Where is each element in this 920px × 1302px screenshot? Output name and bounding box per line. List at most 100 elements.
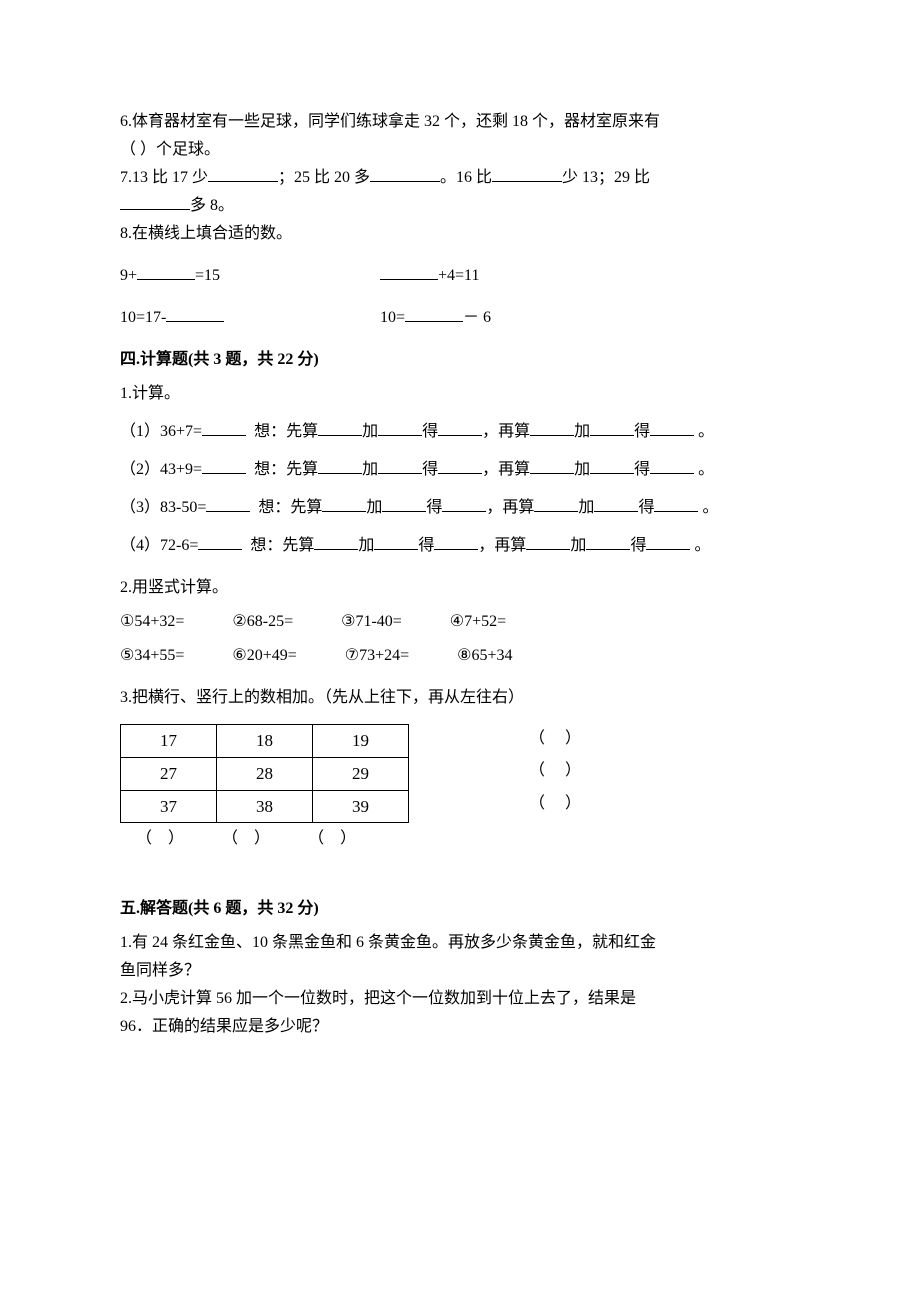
blank — [380, 266, 438, 280]
plus: 加 — [574, 461, 590, 478]
q6-line1: 6.体育器材室有一些足球，同学们练球拿走 32 个，还剩 18 个，器材室原来有 — [120, 108, 800, 136]
blank — [590, 460, 634, 474]
text: 10= — [380, 309, 405, 326]
item: ⑦73+24= — [345, 642, 409, 670]
get: 得 — [634, 461, 650, 478]
q8-r2-right: 10= － 6 — [380, 304, 800, 332]
item: ⑥20+49= — [232, 642, 296, 670]
get: 得 — [638, 499, 654, 516]
sec4-q1-title: 1.计算。 — [120, 380, 800, 408]
paren-blank: （ ） — [529, 789, 581, 819]
text: 9+ — [120, 267, 137, 284]
table-row: 17 18 19 — [121, 725, 409, 758]
blank — [314, 536, 358, 550]
get: 得 — [422, 423, 438, 440]
blank — [594, 498, 638, 512]
blank — [202, 460, 246, 474]
comma: ，再算 — [482, 423, 530, 440]
plus: 加 — [362, 461, 378, 478]
cell: 17 — [121, 725, 217, 758]
sec4-q2-row1: ①54+32= ②68-25= ③71-40= ④7+52= — [120, 608, 800, 636]
blank — [654, 498, 698, 512]
label: （1）36+7= — [120, 423, 202, 440]
blank — [166, 308, 224, 322]
sec4-q3-table-wrap: 17 18 19 27 28 29 37 38 39 （ ） （ ） — [120, 724, 800, 853]
period: 。 — [694, 461, 714, 478]
paren-blank: （ ） — [529, 724, 581, 754]
table-row: 37 38 39 — [121, 790, 409, 823]
cell: 37 — [121, 790, 217, 823]
period: 。 — [698, 499, 718, 516]
sec4-heading: 四.计算题(共 3 题，共 22 分) — [120, 346, 800, 374]
text: 10=17- — [120, 309, 166, 326]
cell: 19 — [313, 725, 409, 758]
blank — [120, 196, 190, 210]
think-pre: 想：先算 — [254, 461, 318, 478]
blank — [370, 168, 440, 182]
row-sums: （ ） （ ） （ ） — [529, 724, 581, 819]
sec4-q1-row-2: （2）43+9= 想：先算加得，再算加得 。 — [120, 456, 800, 484]
blank — [434, 536, 478, 550]
q7-line1: 7.13 比 17 少；25 比 20 多。16 比少 13；29 比 — [120, 164, 800, 192]
cell: 28 — [217, 757, 313, 790]
table-row: 27 28 29 — [121, 757, 409, 790]
get: 得 — [630, 537, 646, 554]
blank — [198, 536, 242, 550]
blank — [378, 460, 422, 474]
table-and-colsums: 17 18 19 27 28 29 37 38 39 （ ） （ ） — [120, 724, 409, 853]
comma: ，再算 — [486, 499, 534, 516]
blank — [374, 536, 418, 550]
blank — [526, 536, 570, 550]
cell: 18 — [217, 725, 313, 758]
plus: 加 — [578, 499, 594, 516]
blank — [530, 422, 574, 436]
sec5-q2-l2: 96．正确的结果应是多少呢？ — [120, 1013, 800, 1041]
get: 得 — [634, 423, 650, 440]
blank — [206, 498, 250, 512]
think-pre: 想：先算 — [254, 423, 318, 440]
item: ②68-25= — [232, 608, 293, 636]
q8-row1: 9+ =15 +4=11 — [120, 262, 800, 290]
think-pre: 想：先算 — [258, 499, 322, 516]
blank — [534, 498, 578, 512]
label: （3）83-50= — [120, 499, 206, 516]
text: =15 — [195, 267, 220, 284]
plus: 加 — [358, 537, 374, 554]
blank — [208, 168, 278, 182]
q8-r1-left: 9+ =15 — [120, 262, 380, 290]
blank — [322, 498, 366, 512]
cell: 38 — [217, 790, 313, 823]
plus: 加 — [574, 423, 590, 440]
get: 得 — [426, 499, 442, 516]
get: 得 — [422, 461, 438, 478]
plus: 加 — [366, 499, 382, 516]
q7-line2: 多 8。 — [120, 192, 800, 220]
q8-row2: 10=17- 10= － 6 — [120, 304, 800, 332]
comma: ，再算 — [482, 461, 530, 478]
item: ③71-40= — [341, 608, 402, 636]
sec5-heading: 五.解答题(共 6 题，共 32 分) — [120, 895, 800, 923]
blank — [586, 536, 630, 550]
think-pre: 想：先算 — [250, 537, 314, 554]
cell: 29 — [313, 757, 409, 790]
sec5-q2-l1: 2.马小虎计算 56 加一个一位数时，把这个一位数加到十位上去了，结果是 — [120, 985, 800, 1013]
blank — [442, 498, 486, 512]
q7-tail: 多 8。 — [190, 197, 234, 214]
blank — [438, 422, 482, 436]
blank — [137, 266, 195, 280]
blank — [405, 308, 463, 322]
blank — [530, 460, 574, 474]
item: ①54+32= — [120, 608, 184, 636]
text: +4=11 — [438, 267, 479, 284]
q8-r1-right: +4=11 — [380, 262, 800, 290]
sec4-q1-row-4: （4）72-6= 想：先算加得，再算加得 。 — [120, 532, 800, 560]
text: － 6 — [463, 309, 491, 326]
sec5-q1-l2: 鱼同样多？ — [120, 957, 800, 985]
item: ⑧65+34 — [457, 642, 512, 670]
q7-mid1: ；25 比 20 多 — [278, 169, 370, 186]
q8-r2-left: 10=17- — [120, 304, 380, 332]
sec4-q1-row-1: （1）36+7= 想：先算加得，再算加得 。 — [120, 418, 800, 446]
get: 得 — [418, 537, 434, 554]
item: ⑤34+55= — [120, 642, 184, 670]
column-sums: （ ） （ ） （ ） — [136, 825, 409, 853]
